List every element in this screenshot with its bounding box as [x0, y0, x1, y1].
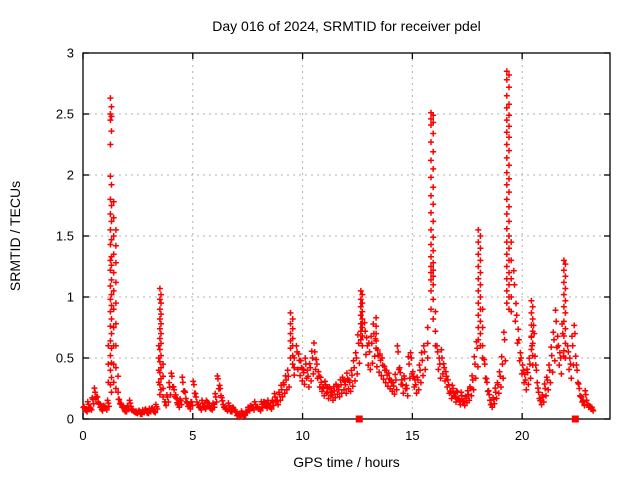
x-tick-labels: 0 5 10 15 20 [79, 428, 529, 443]
x-tick-label: 20 [515, 428, 529, 443]
y-tick-labels: 0 0.5 1 1.5 2 2.5 3 [56, 46, 74, 427]
scatter-series [80, 68, 597, 420]
y-tick-label: 2 [67, 168, 74, 183]
x-axis-label: GPS time / hours [293, 454, 400, 470]
y-tick-label: 3 [67, 46, 74, 61]
y-tick-label: 0 [67, 412, 74, 427]
y-tick-label: 1.5 [56, 229, 74, 244]
x-tick-label: 15 [405, 428, 419, 443]
y-tick-label: 1 [67, 290, 74, 305]
x-tick-label: 5 [189, 428, 196, 443]
gap-markers [355, 415, 579, 423]
x-tick-label: 0 [79, 428, 86, 443]
x-tick-label: 10 [295, 428, 309, 443]
axis-tick-marks [82, 52, 610, 420]
chart-title: Day 016 of 2024, SRMTID for receiver pde… [212, 18, 481, 34]
y-tick-label: 0.5 [56, 351, 74, 366]
y-tick-label: 2.5 [56, 107, 74, 122]
